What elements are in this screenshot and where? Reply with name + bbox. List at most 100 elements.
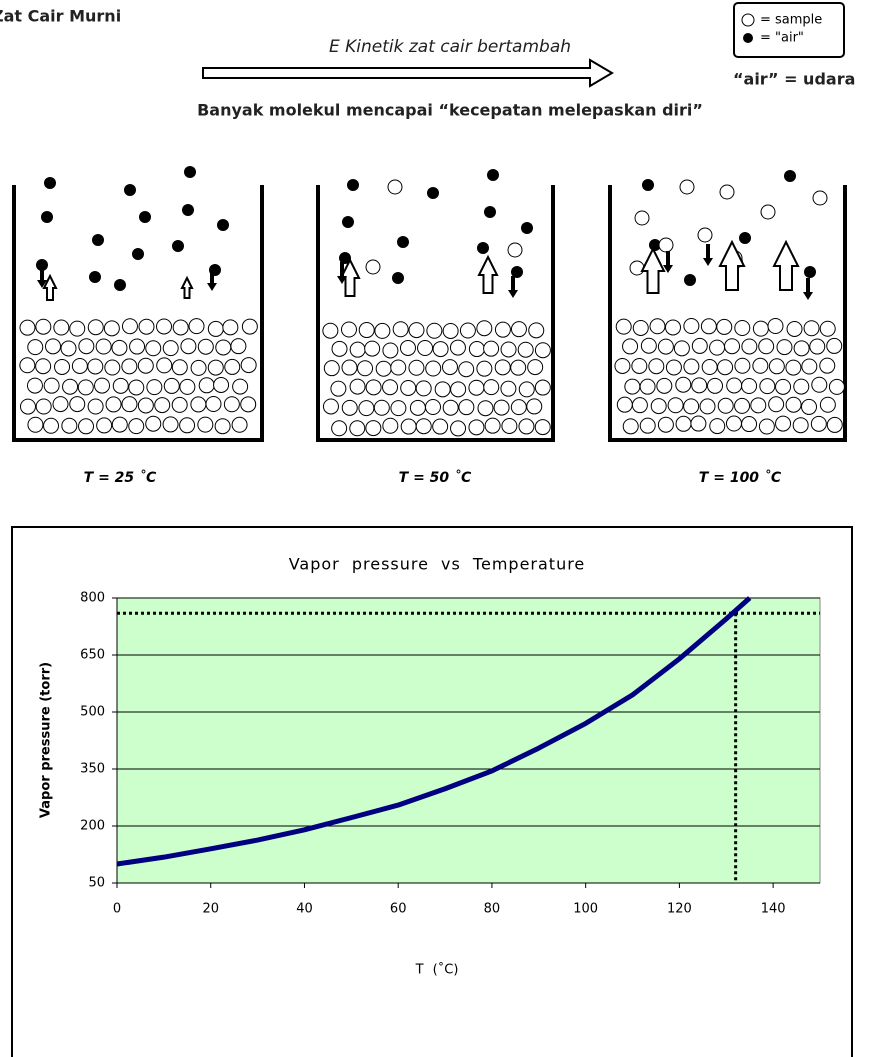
liquid-molecule [145,340,162,357]
air-molecule [649,239,661,251]
liquid-molecule [357,360,374,377]
liquid-molecule [231,416,248,433]
liquid-molecule [724,338,741,355]
liquid-molecule [341,359,358,376]
liquid-molecule [709,339,726,356]
liquid-molecule [624,378,641,395]
liquid-molecule [400,418,417,435]
legend-sample: = sample [760,13,822,28]
vapor-molecule [634,210,650,226]
liquid-molecule [138,318,155,335]
liquid-molecule [741,338,758,355]
liquid-molecule [365,379,382,396]
liquid-molecule [734,320,751,337]
liquid-molecule [477,400,494,417]
liquid-molecule [458,361,475,378]
liquid-molecule [500,380,517,397]
arrow [202,58,614,88]
liquid-molecule [534,379,551,396]
liquid-molecule [426,322,443,339]
down-arrow [663,251,673,273]
liquid-molecule [639,378,656,395]
liquid-molecule [632,319,649,336]
liquid-molecule [803,320,820,337]
liquid-molecule [793,340,810,357]
liquid-molecule [442,399,459,416]
liquid-molecule [459,322,476,339]
liquid-molecule [792,417,809,434]
liquid-molecule [121,318,138,335]
y-tick-label: 500 [80,705,105,720]
air-molecule [44,177,56,189]
liquid-molecule [349,341,366,358]
liquid-molecule [340,321,357,338]
liquid-molecule [650,398,667,415]
air-molecule [427,187,439,199]
liquid-molecule [52,396,69,413]
liquid-molecule [54,358,71,375]
liquid-molecule [27,339,44,356]
liquid-molecule [375,360,392,377]
liquid-molecule [775,415,792,432]
vapor-molecule [812,190,828,206]
liquid-molecule [103,320,120,337]
liquid-molecule [717,397,734,414]
liquid-molecule [358,400,375,417]
air-molecule [41,211,53,223]
liquid-molecule [392,321,409,338]
liquid-molecule [631,357,648,374]
air-molecule [784,170,796,182]
liquid-molecule [785,359,802,376]
liquid-molecule [214,418,231,435]
liquid-molecule [476,360,493,377]
air-molecule [139,211,151,223]
liquid-molecule [197,416,214,433]
liquid-molecule [683,358,700,375]
liquid-molecule [322,398,339,415]
liquid-molecule [483,340,500,357]
liquid-molecule [27,416,44,433]
liquid-molecule [484,417,501,434]
down-arrow [508,276,518,298]
liquid-molecule [716,318,733,335]
liquid-molecule [87,358,104,375]
liquid-molecule [750,397,767,414]
liquid-molecule [441,359,458,376]
liquid-molecule [510,359,527,376]
liquid-molecule [171,396,188,413]
down-arrow [337,262,347,284]
liquid-molecule [801,358,818,375]
liquid-molecule [224,358,241,375]
vapor-molecule [719,184,735,200]
y-tick-label: 800 [80,591,105,606]
x-tick-label: 120 [667,902,692,917]
air-molecule [114,279,126,291]
liquid-molecule [425,399,442,416]
liquid-molecule [390,400,407,417]
liquid-molecule [673,340,690,357]
air-molecule [339,252,351,264]
liquid-molecule [734,397,751,414]
liquid-molecule [43,377,60,394]
liquid-molecule [699,398,716,415]
chart-title: Vapor pressure vs Temperature [289,555,586,574]
liquid-molecule [87,398,104,415]
liquid-molecule [527,359,544,376]
x-tick-label: 140 [761,902,786,917]
liquid-molecule [810,415,827,432]
liquid-molecule [197,338,214,355]
liquid-molecule [180,338,197,355]
liquid-molecule [640,337,657,354]
air-molecule [397,236,409,248]
liquid-molecule [78,418,95,435]
liquid-molecule [759,378,776,395]
beaker-wall [316,185,555,442]
liquid-molecule [417,340,434,357]
beaker-wall [608,185,847,442]
liquid-molecule [518,418,535,435]
liquid-molecule [707,377,724,394]
liquid-molecule [614,357,631,374]
liquid-molecule [622,418,639,435]
liquid-molecule [691,377,708,394]
liquid-molecule [819,320,836,337]
